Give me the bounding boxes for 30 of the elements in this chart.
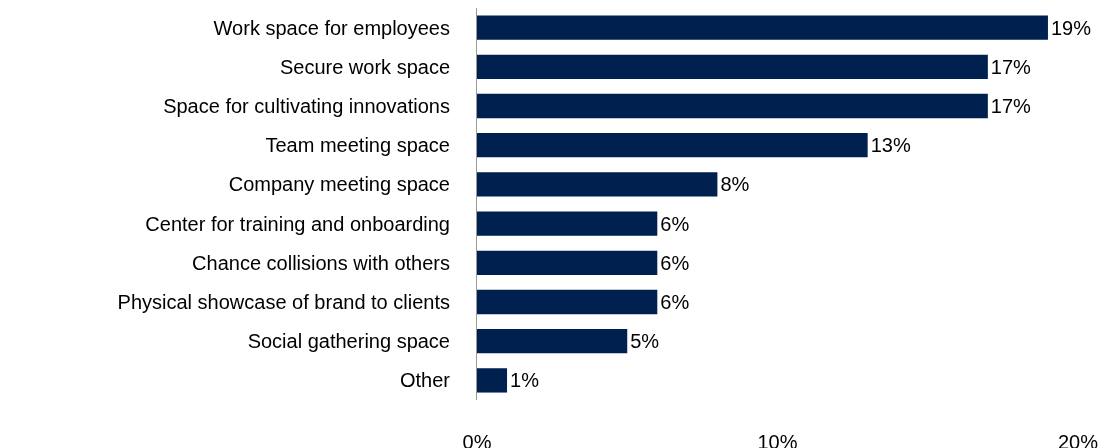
y-tick-label: Other	[399, 369, 451, 392]
data-label: 6%	[660, 212, 690, 235]
bar	[477, 133, 868, 158]
y-tick-label: Social gathering space	[247, 330, 450, 353]
bar	[477, 93, 988, 119]
data-label: 8%	[720, 173, 750, 196]
data-label: 6%	[660, 291, 690, 313]
bar	[477, 54, 988, 79]
bar	[477, 172, 718, 197]
y-tick-label: Chance collisions with others	[192, 251, 450, 274]
data-label: 17%	[990, 55, 1032, 78]
data-label: 6%	[660, 251, 690, 274]
bar	[477, 250, 658, 275]
data-label: 5%	[630, 330, 660, 353]
y-tick-label: Center for training and onboarding	[145, 212, 450, 235]
y-tick-label: Physical showcase of brand to clients	[117, 291, 450, 313]
bar	[477, 289, 658, 315]
bar	[477, 211, 658, 236]
y-tick-label: Company meeting space	[228, 173, 450, 196]
data-label: 19%	[1050, 16, 1092, 39]
data-label: 13%	[870, 134, 911, 157]
y-tick-label: Space for cultivating innovations	[163, 95, 450, 117]
bar	[477, 15, 1048, 40]
y-tick-label: Secure work space	[279, 55, 450, 78]
bar	[477, 329, 628, 354]
data-label: 1%	[510, 369, 540, 392]
y-tick-label: Team meeting space	[265, 134, 450, 157]
y-tick-label: Work space for employees	[213, 16, 450, 39]
bar	[477, 368, 508, 393]
data-label: 17%	[990, 95, 1032, 117]
